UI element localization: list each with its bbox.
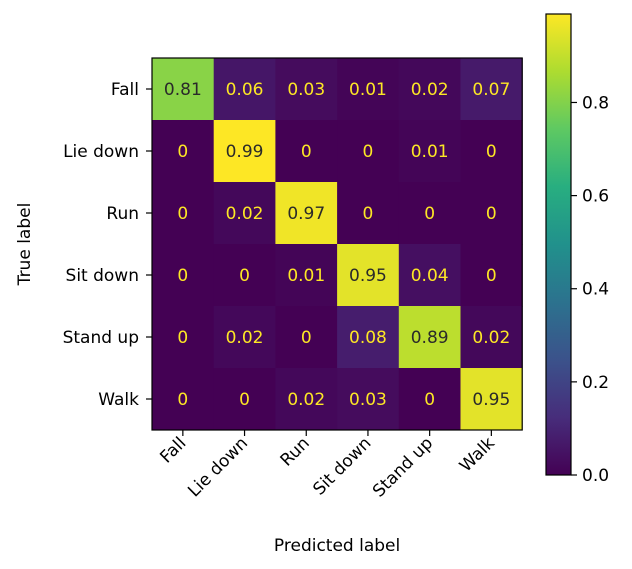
cell-value-label: 0.01 (349, 80, 387, 100)
x-tick-label: Fall (156, 433, 190, 467)
x-tick-label: Stand up (369, 433, 437, 501)
cell-value-label: 0 (424, 390, 435, 410)
x-tick-label: Lie down (184, 433, 252, 501)
cell-value-label: 0.02 (411, 80, 449, 100)
cell-value-label: 0.06 (226, 80, 264, 100)
cell-value-label: 0 (486, 204, 497, 224)
heatmap-cell (460, 244, 523, 307)
cell-value-label: 0.01 (287, 266, 325, 286)
y-tick-label: Stand up (63, 328, 139, 348)
cell-value-label: 0 (363, 142, 374, 162)
heatmap-cell (398, 368, 461, 431)
colorbar-tick-label: 0.8 (582, 93, 609, 113)
cell-value-label: 0.95 (349, 266, 387, 286)
cell-value-label: 0 (177, 266, 188, 286)
colorbar-tick-label: 0.6 (582, 187, 609, 207)
heatmap-cell (460, 120, 523, 183)
heatmap-cell (213, 182, 276, 245)
y-tick-label: Walk (98, 390, 139, 410)
cell-value-label: 0 (177, 142, 188, 162)
x-tick-label: Run (277, 433, 314, 470)
heatmap-cell (275, 244, 338, 307)
cell-value-label: 0.02 (472, 328, 510, 348)
heatmap-cell (275, 182, 338, 245)
heatmap-cell (213, 244, 276, 307)
colorbar-tick-label: 0.0 (582, 466, 609, 486)
heatmap-cell (275, 120, 338, 183)
heatmap-cell (337, 182, 400, 245)
cell-value-label: 0 (177, 328, 188, 348)
x-tick-label: Sit down (309, 433, 375, 499)
cell-value-label: 0 (424, 204, 435, 224)
heatmap-cell (398, 58, 461, 121)
y-tick-label: Fall (111, 80, 139, 100)
colorbar-tick-label: 0.2 (582, 373, 609, 393)
y-axis-ticks: Fall Lie down Run Sit down Stand up Walk (63, 80, 152, 410)
heatmap-cell (275, 306, 338, 369)
heatmap-cell (152, 120, 215, 183)
cell-value-label: 0.81 (164, 80, 202, 100)
y-tick-label: Run (106, 204, 139, 224)
heatmap-cell (337, 244, 400, 307)
cell-value-label: 0.02 (287, 390, 325, 410)
x-tick-label: Walk (456, 433, 499, 476)
cell-value-label: 0.03 (287, 80, 325, 100)
cell-value-label: 0.08 (349, 328, 387, 348)
plot-frame (151, 57, 523, 431)
heatmap-cell (398, 306, 461, 369)
cell-value-label: 0.01 (411, 142, 449, 162)
heatmap-cell (460, 368, 523, 431)
cell-value-label: 0 (239, 266, 250, 286)
heatmap-cell (460, 306, 523, 369)
heatmap-cell (152, 244, 215, 307)
heatmap-cell (337, 368, 400, 431)
colorbar-ticks: 0.0 0.2 0.4 0.6 0.8 (571, 93, 609, 486)
cell-value-label: 0.99 (226, 142, 264, 162)
y-tick-label: Sit down (66, 266, 139, 286)
cell-value-label: 0 (239, 390, 250, 410)
cell-value-label: 0 (177, 390, 188, 410)
heatmap-cell (152, 306, 215, 369)
cell-value-label: 0 (177, 204, 188, 224)
x-axis-title: Predicted label (274, 536, 400, 556)
heatmap-cell (152, 368, 215, 431)
heatmap-cell (337, 306, 400, 369)
heatmap-cell (213, 120, 276, 183)
heatmap-cells (152, 58, 523, 431)
heatmap-cell (337, 120, 400, 183)
cell-value-label: 0.97 (287, 204, 325, 224)
cell-value-label: 0.02 (226, 328, 264, 348)
heatmap-cell (275, 368, 338, 431)
cell-value-label: 0 (486, 266, 497, 286)
cell-value-label: 0.89 (411, 328, 449, 348)
heatmap-cell (213, 306, 276, 369)
colorbar-tick-label: 0.4 (582, 280, 609, 300)
heatmap-cell-labels: 0.81 0.06 0.03 0.01 0.02 0.07 0 0.99 0 0 0.01 0 0 0.0… (164, 80, 510, 410)
cell-value-label: 0.07 (472, 80, 510, 100)
heatmap-cell (152, 58, 215, 121)
heatmap-cell (213, 58, 276, 121)
heatmap-cell (460, 182, 523, 245)
heatmap-cell (337, 58, 400, 121)
heatmap-cell (398, 244, 461, 307)
cell-value-label: 0.95 (472, 390, 510, 410)
heatmap-cell (398, 120, 461, 183)
cell-value-label: 0.02 (226, 204, 264, 224)
heatmap-cell (460, 58, 523, 121)
heatmap-cell (398, 182, 461, 245)
cell-value-label: 0.03 (349, 390, 387, 410)
y-axis-title: True label (15, 203, 35, 287)
cell-value-label: 0 (363, 204, 374, 224)
cell-value-label: 0 (301, 142, 312, 162)
colorbar (545, 13, 572, 476)
cell-value-label: 0 (301, 328, 312, 348)
heatmap-cell (275, 58, 338, 121)
cell-value-label: 0 (486, 142, 497, 162)
y-tick-label: Lie down (63, 142, 139, 162)
heatmap-cell (213, 368, 276, 431)
cell-value-label: 0.04 (411, 266, 449, 286)
heatmap-cell (152, 182, 215, 245)
